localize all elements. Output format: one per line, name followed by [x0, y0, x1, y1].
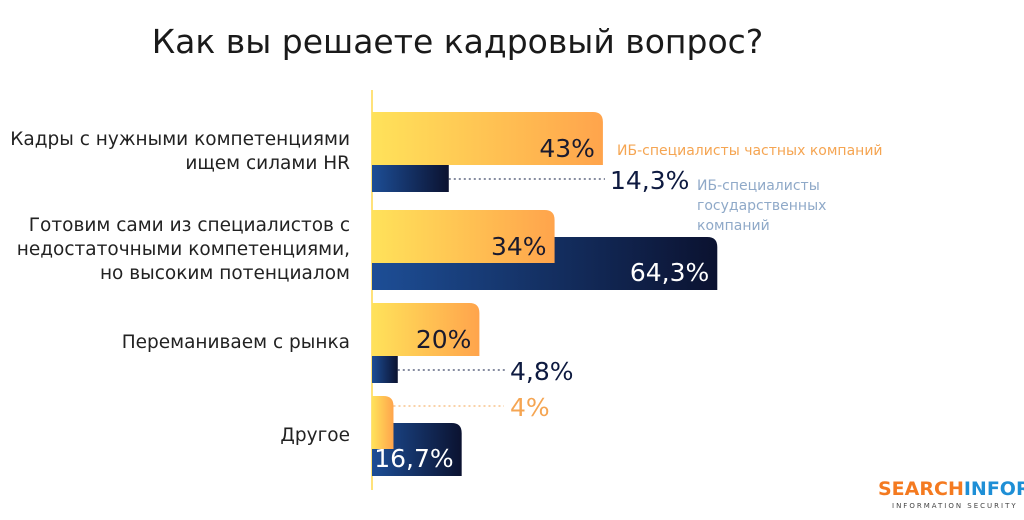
- category-label: Кадры с нужными компетенциями ищем силам…: [10, 129, 350, 174]
- bar-private: [372, 112, 603, 165]
- searchinform-logo: SEARCHINFORM: [878, 478, 1024, 500]
- category-label: Готовим сами из специалистов с недостато…: [16, 215, 350, 284]
- bar-private: [372, 396, 394, 449]
- value-label-private: 20%: [416, 325, 472, 354]
- legend-private: ИБ-специалисты частных компаний: [617, 143, 883, 159]
- value-label-state: 16,7%: [374, 444, 453, 473]
- value-label-private: 4%: [510, 393, 550, 422]
- value-label-state: 14,3%: [610, 166, 689, 195]
- bar-private: [372, 210, 555, 263]
- bar-state: [372, 423, 462, 476]
- chart-title: Как вы решаете кадровый вопрос?: [151, 22, 764, 61]
- logo-tagline: INFORMATION SECURITY: [892, 502, 1018, 510]
- bar-private: [372, 303, 480, 356]
- category-label: Переманиваем с рынка: [121, 332, 350, 353]
- value-label-private: 43%: [539, 134, 595, 163]
- value-label-state: 4,8%: [510, 357, 574, 386]
- legend-state: ИБ-специалисты государственных компаний: [697, 178, 827, 234]
- value-label-private: 34%: [491, 232, 547, 261]
- value-label-state: 64,3%: [630, 258, 709, 287]
- category-label: Другое: [280, 425, 350, 446]
